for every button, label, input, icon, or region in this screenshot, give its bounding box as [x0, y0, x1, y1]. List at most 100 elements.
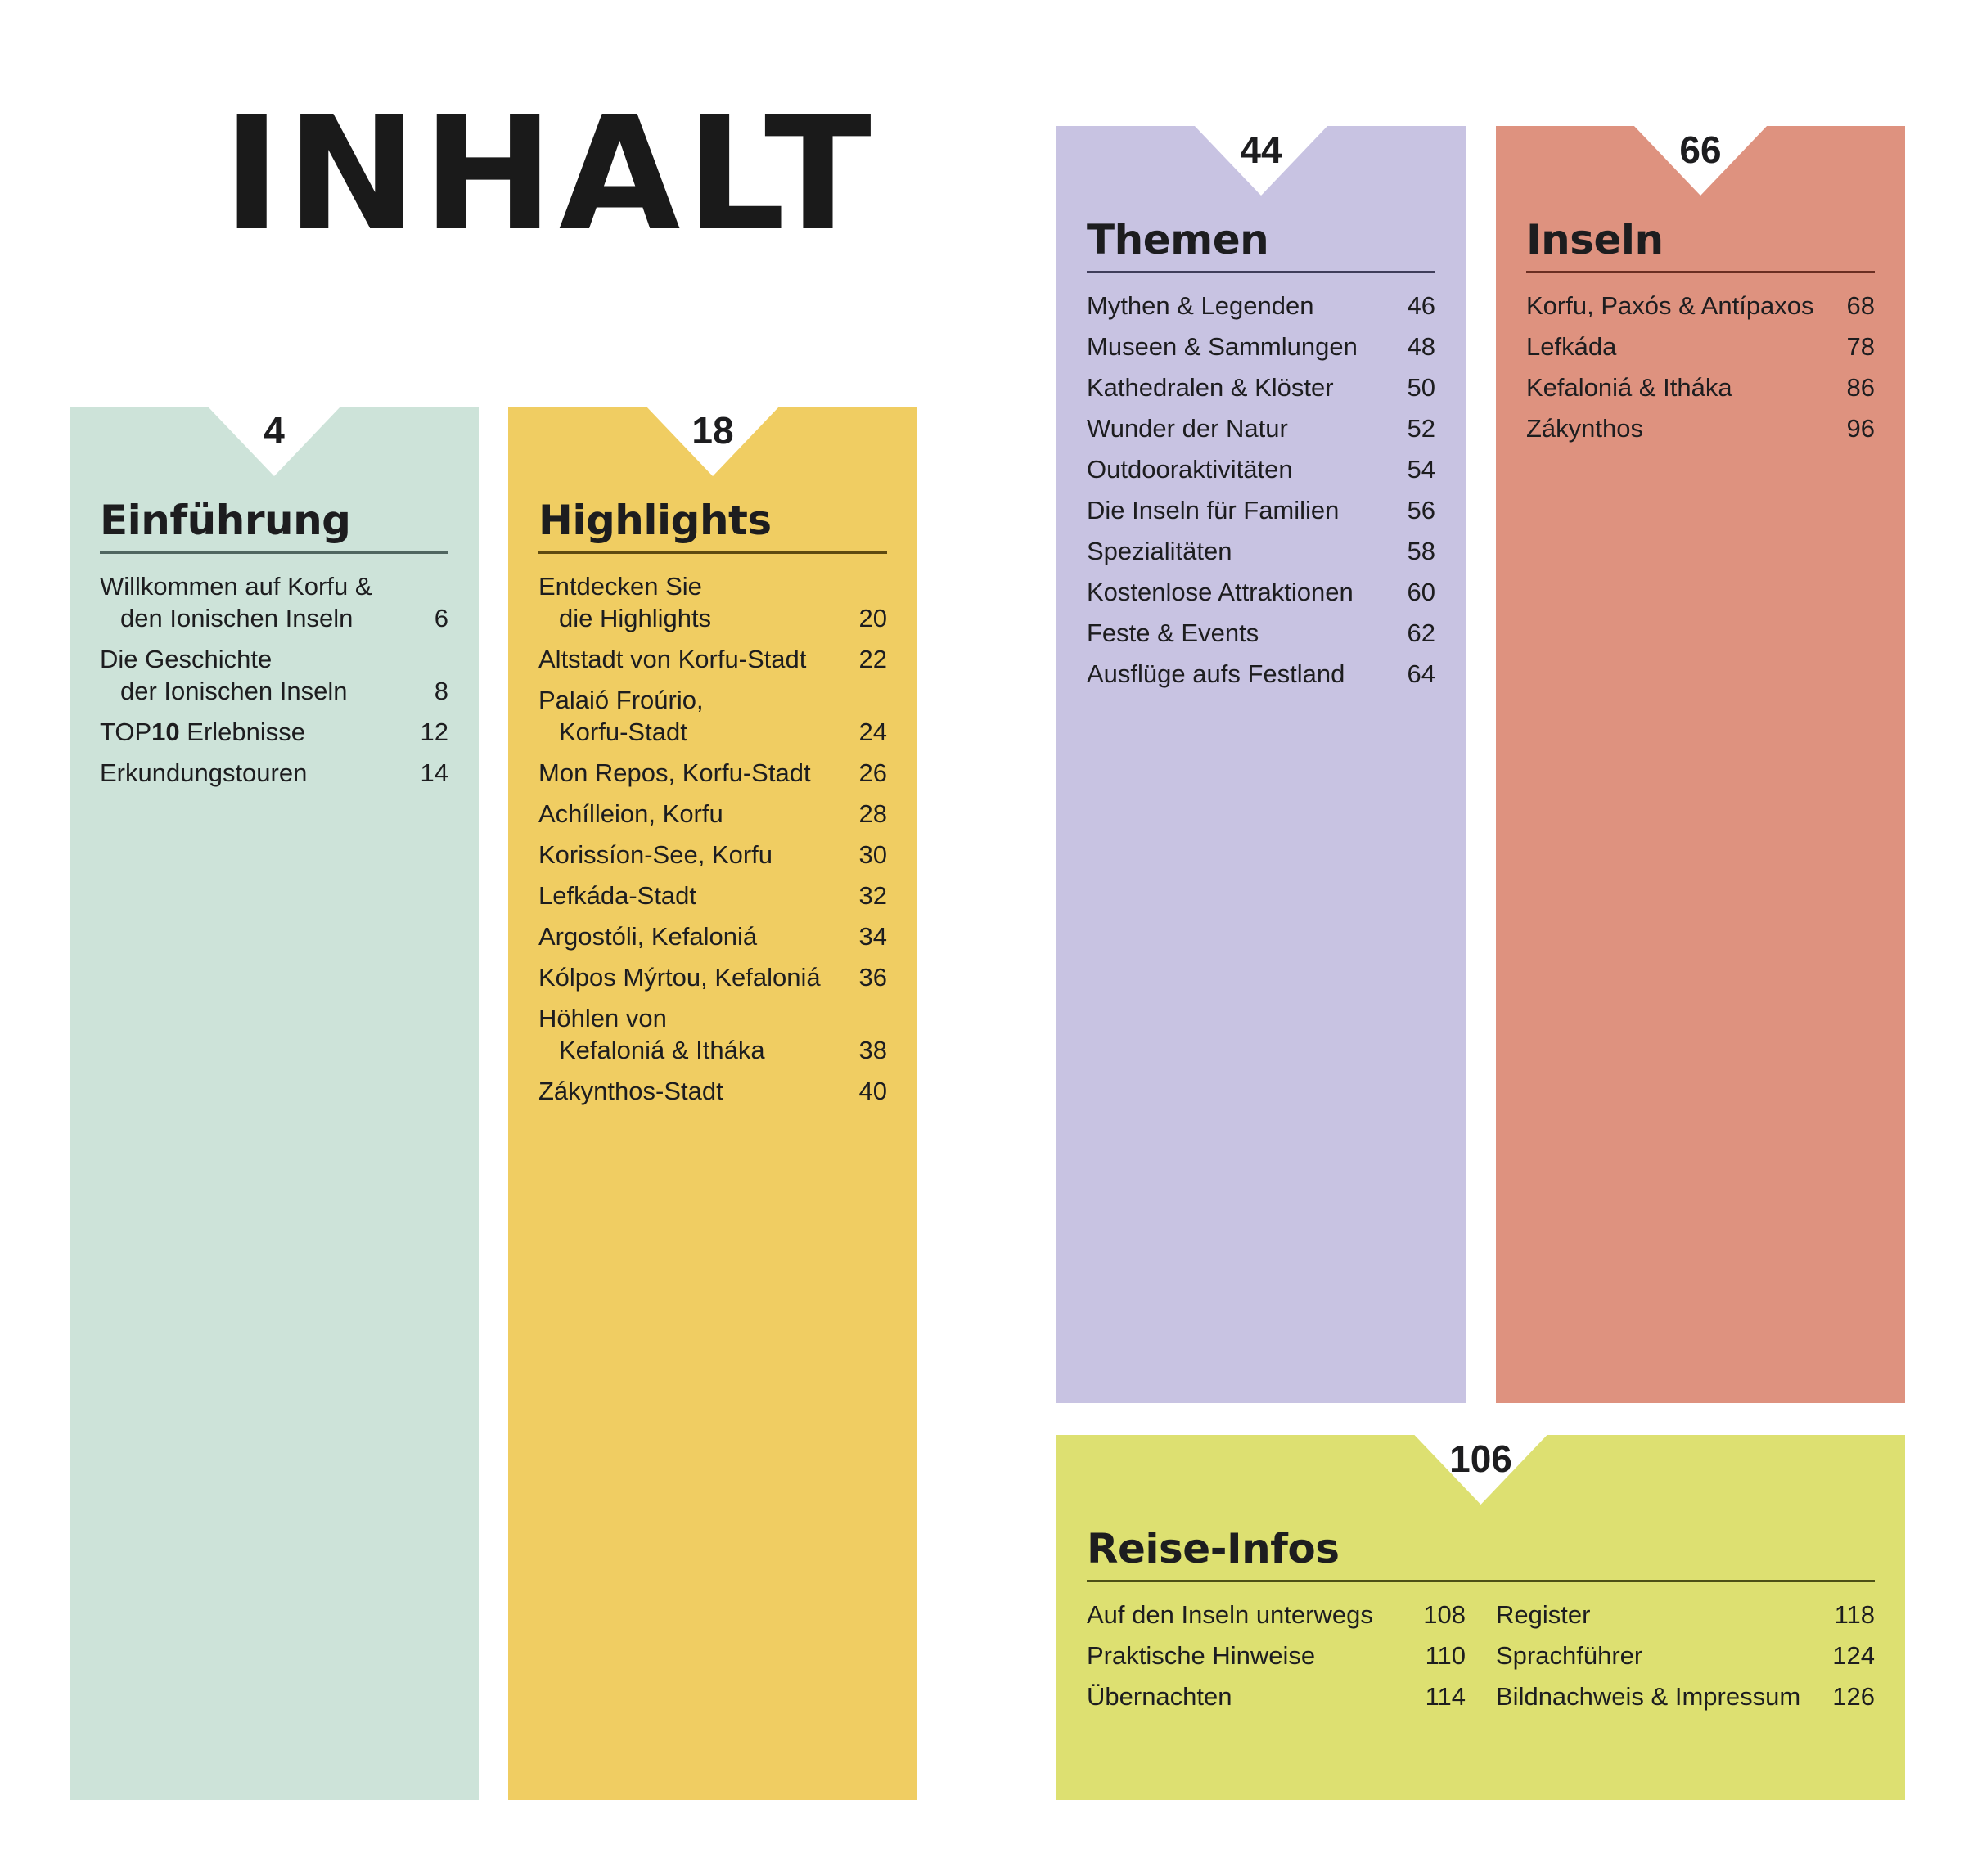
toc-entry[interactable]: Erkundungstouren 14	[100, 757, 448, 789]
toc-entry-page: 110	[1425, 1641, 1466, 1670]
toc-entry-line: Praktische Hinweise	[1087, 1641, 1316, 1670]
toc-entry-title: Die Geschichte der Ionischen Inseln	[100, 643, 347, 707]
toc-entry[interactable]: Mythen & Legenden 46	[1087, 290, 1435, 322]
toc-entry-line: Lefkáda	[1526, 332, 1617, 361]
toc-entry-page: 124	[1832, 1641, 1875, 1670]
toc-entry-title: TOP10 Erlebnisse	[100, 716, 305, 748]
toc-entry-line: Register	[1496, 1600, 1591, 1629]
toc-entry-title: Lefkáda	[1526, 331, 1616, 362]
toc-entry[interactable]: Kefaloniá & Itháka 86	[1526, 371, 1875, 403]
toc-entry-title: Praktische Hinweise	[1087, 1640, 1315, 1671]
toc-entry-line: Ausflüge aufs Festland	[1087, 659, 1345, 688]
toc-entry[interactable]: Korissíon-See, Korfu 30	[538, 839, 887, 871]
toc-entry-line: Kathedralen & Klöster	[1087, 373, 1334, 402]
toc-entry[interactable]: Entdecken Sie die Highlights 20	[538, 570, 887, 634]
section-highlights: 18 Highlights Entdecken Sie die Highlight…	[508, 406, 917, 1800]
toc-entry-page: 64	[1407, 659, 1435, 688]
toc-entry[interactable]: Praktische Hinweise 110	[1087, 1640, 1466, 1671]
toc-entry[interactable]: Outdooraktivitäten 54	[1087, 453, 1435, 485]
toc-entry[interactable]: Die Geschichte der Ionischen Inseln 8	[100, 643, 448, 707]
toc-entry-line: Korissíon-See, Korfu	[538, 840, 773, 869]
toc-entry[interactable]: Register 118	[1496, 1599, 1875, 1631]
toc-entry-page: 56	[1407, 496, 1435, 524]
toc-entry[interactable]: Palaió Froúrio, Korfu-Stadt 24	[538, 684, 887, 748]
section-reise-infos: 106 Reise-Infos Auf den Inseln unterwegs…	[1056, 1434, 1905, 1800]
toc-entry[interactable]: Sprachführer 124	[1496, 1640, 1875, 1671]
toc-entry[interactable]: Lefkáda 78	[1526, 331, 1875, 362]
toc-entry[interactable]: Spezialitäten 58	[1087, 535, 1435, 567]
section-page-number: 18	[691, 409, 734, 452]
toc-entry[interactable]: Auf den Inseln unterwegs 108	[1087, 1599, 1466, 1631]
toc-entry[interactable]: Altstadt von Korfu-Stadt 22	[538, 643, 887, 675]
toc-entry-page: 114	[1425, 1682, 1466, 1711]
toc-entry[interactable]: Wunder der Natur 52	[1087, 412, 1435, 444]
toc-entry-line: Altstadt von Korfu-Stadt	[538, 645, 807, 673]
toc-entry-page: 118	[1834, 1600, 1875, 1629]
toc-entry[interactable]: Lefkáda-Stadt 32	[538, 880, 887, 911]
toc-entry-title: Argostóli, Kefaloniá	[538, 920, 757, 952]
toc-list: Willkommen auf Korfu & den Ionischen Inse…	[100, 570, 448, 798]
toc-entry[interactable]: Kathedralen & Klöster 50	[1087, 371, 1435, 403]
toc-entry-line: Outdooraktivitäten	[1087, 455, 1293, 484]
section-heading[interactable]: Reise-Infos	[1087, 1525, 1340, 1572]
section-heading[interactable]: Highlights	[538, 497, 772, 544]
toc-entry-title: Korfu, Paxós & Antípaxos	[1526, 290, 1814, 322]
toc-entry[interactable]: Argostóli, Kefaloniá 34	[538, 920, 887, 952]
toc-entry-line: Sprachführer	[1496, 1641, 1643, 1670]
toc-entry[interactable]: Mon Repos, Korfu-Stadt 26	[538, 757, 887, 789]
toc-entry-title: Kólpos Mýrtou, Kefaloniá	[538, 961, 821, 993]
toc-entry[interactable]: Museen & Sammlungen 48	[1087, 331, 1435, 362]
toc-list: Register 118 Sprachführer 124 Bildnachweis &…	[1496, 1599, 1875, 1721]
toc-entry-page: 26	[858, 758, 887, 787]
page-title: INHALT	[223, 83, 876, 266]
toc-entry-page: 36	[858, 963, 887, 992]
toc-entry-line: TOP10 Erlebnisse	[100, 716, 305, 748]
toc-entry[interactable]: Die Inseln für Familien 56	[1087, 494, 1435, 526]
toc-entry-page: 12	[420, 718, 448, 746]
section-heading[interactable]: Inseln	[1526, 216, 1664, 263]
toc-entry[interactable]: Übernachten 114	[1087, 1680, 1466, 1712]
toc-entry-title: Zákynthos-Stadt	[538, 1075, 723, 1107]
toc-entry-page: 108	[1423, 1600, 1466, 1629]
toc-entry[interactable]: Höhlen von Kefaloniá & Itháka 38	[538, 1002, 887, 1066]
toc-entry-line: den Ionischen Inseln	[120, 604, 354, 632]
toc-entry-title: Achílleion, Korfu	[538, 798, 723, 830]
toc-entry-title: Entdecken Sie die Highlights	[538, 570, 711, 634]
toc-entry-title: Mon Repos, Korfu-Stadt	[538, 757, 811, 789]
section-page-number: 106	[1449, 1437, 1512, 1480]
toc-entry[interactable]: Zákynthos 96	[1526, 412, 1875, 444]
toc-entry-line: Zákynthos	[1526, 414, 1644, 443]
toc-entry[interactable]: Kólpos Mýrtou, Kefaloniá 36	[538, 961, 887, 993]
toc-entry-page: 28	[858, 799, 887, 828]
toc-entry-page: 32	[858, 881, 887, 910]
toc-entry-page: 20	[858, 604, 887, 632]
toc-list: Entdecken Sie die Highlights 20 Altstadt vo…	[538, 570, 887, 1116]
toc-entry-line: Die Inseln für Familien	[1087, 496, 1340, 524]
toc-entry-title: Sprachführer	[1496, 1640, 1642, 1671]
toc-entry-line: Kólpos Mýrtou, Kefaloniá	[538, 963, 821, 992]
toc-entry-line: Feste & Events	[1087, 619, 1259, 647]
toc-entry-title: Lefkáda-Stadt	[538, 880, 696, 911]
toc-entry-line: Willkommen auf Korfu &	[100, 572, 372, 601]
section-heading[interactable]: Themen	[1087, 216, 1269, 263]
toc-entry-title: Register	[1496, 1599, 1590, 1631]
toc-entry[interactable]: Bildnachweis & Impressum 126	[1496, 1680, 1875, 1712]
toc-entry-line: Kefaloniá & Itháka	[559, 1036, 765, 1064]
toc-entry-page: 14	[420, 758, 448, 787]
section-heading[interactable]: Einführung	[100, 497, 351, 544]
toc-entry[interactable]: Willkommen auf Korfu & den Ionischen Inse…	[100, 570, 448, 634]
toc-entry[interactable]: Feste & Events 62	[1087, 617, 1435, 649]
toc-entry-title: Die Inseln für Familien	[1087, 494, 1339, 526]
toc-entry-line: Kostenlose Attraktionen	[1087, 578, 1354, 606]
toc-entry-line: Übernachten	[1087, 1682, 1232, 1711]
toc-entry[interactable]: TOP10 Erlebnisse 12	[100, 716, 448, 748]
toc-entry[interactable]: Zákynthos-Stadt 40	[538, 1075, 887, 1107]
toc-entry[interactable]: Achílleion, Korfu 28	[538, 798, 887, 830]
toc-entry-line: Palaió Froúrio,	[538, 686, 704, 714]
toc-entry[interactable]: Korfu, Paxós & Antípaxos 68	[1526, 290, 1875, 322]
toc-entry[interactable]: Kostenlose Attraktionen 60	[1087, 576, 1435, 608]
toc-entry[interactable]: Ausflüge aufs Festland 64	[1087, 658, 1435, 690]
toc-entry-line: Spezialitäten	[1087, 537, 1232, 565]
toc-entry-page: 62	[1407, 619, 1435, 647]
toc-entry-title: Outdooraktivitäten	[1087, 453, 1293, 485]
